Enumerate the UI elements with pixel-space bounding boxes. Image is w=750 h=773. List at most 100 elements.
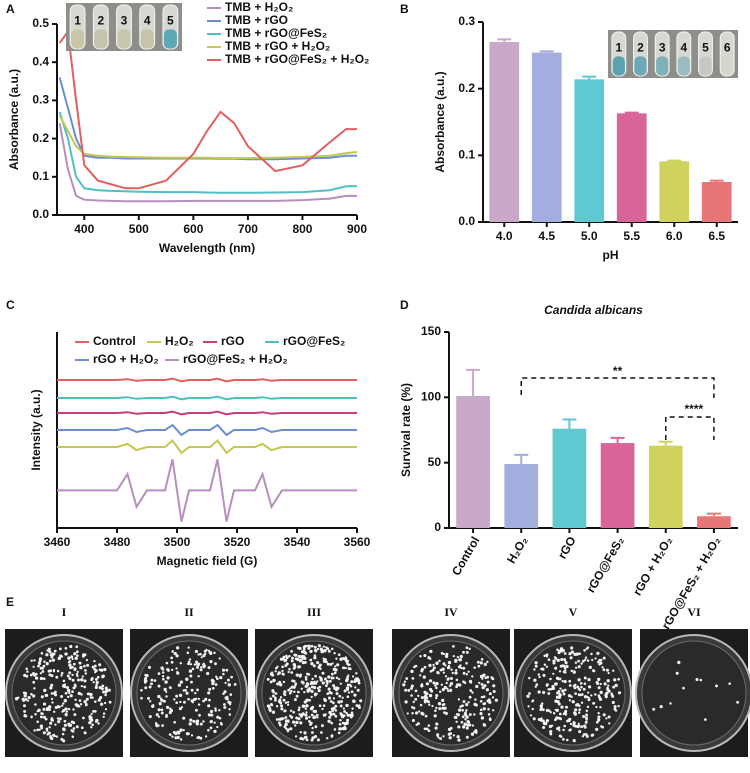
colony: [274, 699, 277, 702]
colony: [202, 663, 205, 667]
colony: [414, 689, 418, 693]
colony: [211, 686, 215, 690]
colony: [533, 678, 537, 682]
colony: [42, 702, 47, 706]
colony: [478, 681, 481, 685]
colony: [276, 665, 279, 668]
colony: [560, 657, 564, 662]
x-tick-label: 600: [183, 222, 203, 236]
colony: [164, 680, 168, 684]
error-bar: [562, 418, 577, 429]
colony: [83, 664, 86, 668]
colony: [534, 685, 537, 688]
colony: [585, 713, 589, 717]
y-tick-label: 0.2: [458, 81, 475, 95]
colony: [33, 659, 36, 662]
colony: [346, 683, 350, 687]
colony: [48, 708, 51, 712]
colony: [171, 668, 174, 672]
x-tick-label: 900: [347, 222, 367, 236]
colony: [334, 709, 338, 712]
colony: [305, 716, 309, 720]
colony: [306, 688, 309, 692]
colony: [43, 660, 46, 663]
colony: [187, 646, 190, 649]
colony: [95, 718, 99, 723]
colony: [468, 713, 472, 717]
colony: [42, 677, 46, 681]
colony: [274, 670, 277, 673]
colony: [32, 694, 36, 698]
tube-liquid: [699, 56, 712, 76]
colony: [527, 705, 530, 708]
colony: [300, 713, 304, 717]
colony: [278, 717, 282, 721]
colony: [577, 678, 581, 682]
colony: [269, 697, 273, 701]
colony: [202, 720, 205, 723]
colony: [88, 721, 92, 725]
colony: [350, 690, 354, 694]
colony: [178, 693, 183, 698]
colony: [612, 685, 616, 689]
colony: [552, 711, 556, 715]
error-bar: [610, 436, 625, 444]
sig-label: ****: [684, 402, 703, 416]
colony: [334, 714, 337, 718]
colony: [346, 695, 350, 698]
colony: [76, 654, 79, 657]
tube-liquid: [612, 56, 625, 76]
colony: [326, 662, 330, 666]
colony: [569, 656, 573, 660]
colony: [326, 692, 329, 695]
inset-label: 6: [724, 40, 731, 54]
colony: [438, 690, 442, 694]
colony: [404, 700, 408, 704]
colony: [482, 707, 486, 711]
colony: [342, 707, 346, 710]
colony: [282, 680, 286, 684]
colony: [277, 671, 281, 675]
colony: [175, 654, 179, 658]
colony: [297, 708, 301, 712]
colony: [562, 738, 565, 741]
colony: [218, 716, 222, 720]
colony: [564, 669, 567, 672]
colony: [103, 701, 107, 705]
colony: [40, 695, 44, 699]
panel-letter: A: [6, 2, 15, 16]
bar: [616, 113, 647, 222]
colony: [226, 678, 230, 682]
colony: [61, 710, 64, 713]
colony: [407, 688, 411, 692]
colony: [53, 690, 57, 694]
legend-label: rGO@FeS₂: [283, 334, 345, 348]
colony: [345, 712, 348, 715]
colony: [605, 691, 609, 695]
colony: [465, 661, 468, 665]
colony: [179, 680, 183, 684]
colony: [558, 729, 561, 732]
colony: [343, 710, 346, 713]
colony: [554, 657, 558, 660]
colony: [561, 648, 565, 653]
colony: [429, 669, 433, 673]
inset-label: 1: [615, 40, 622, 54]
colony: [427, 724, 431, 727]
colony: [420, 669, 424, 673]
colony: [479, 708, 483, 712]
colony: [61, 704, 64, 707]
colony: [98, 685, 102, 690]
colony: [270, 671, 274, 674]
colony: [293, 665, 297, 669]
colony: [330, 735, 333, 738]
colony: [62, 702, 65, 705]
colony: [462, 725, 466, 729]
colony: [491, 696, 495, 699]
colony: [80, 693, 83, 696]
colony: [341, 696, 344, 699]
colony: [682, 686, 685, 690]
colony: [48, 650, 52, 654]
colony: [543, 663, 547, 667]
colony: [441, 688, 445, 692]
